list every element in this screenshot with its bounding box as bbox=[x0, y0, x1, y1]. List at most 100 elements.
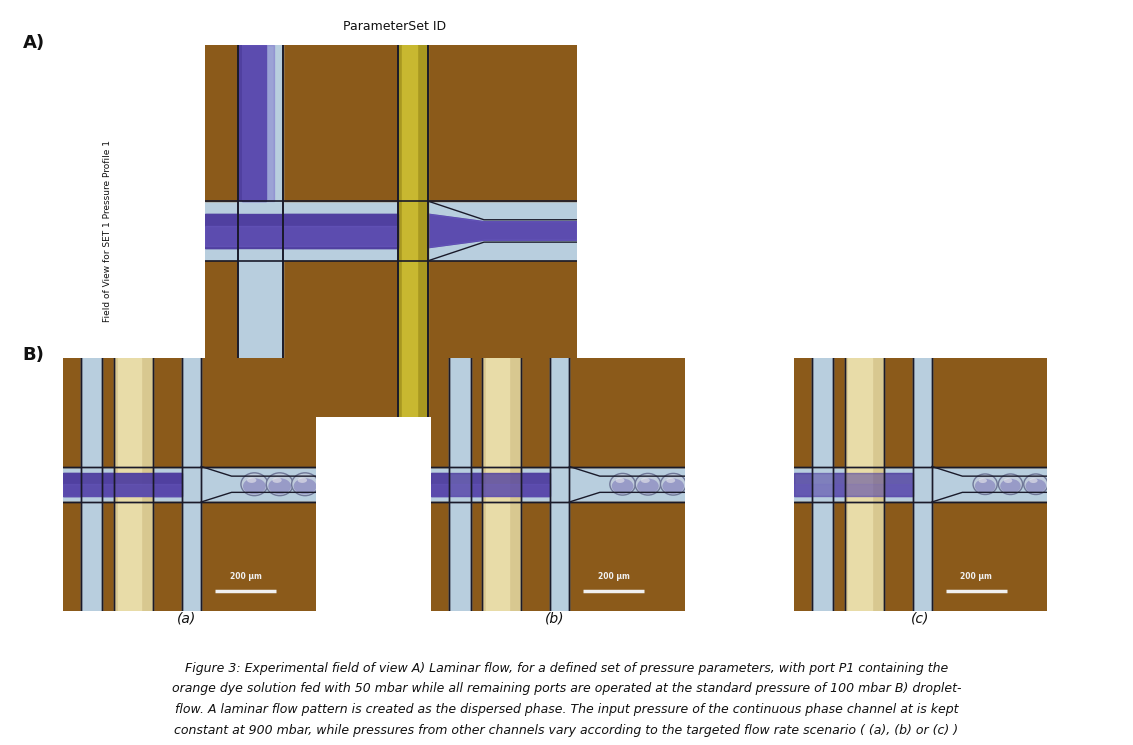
Ellipse shape bbox=[269, 478, 291, 495]
Bar bbox=[833, 358, 844, 466]
Polygon shape bbox=[570, 466, 684, 502]
Bar bbox=[432, 484, 551, 495]
Text: 200 μm: 200 μm bbox=[961, 571, 993, 580]
Bar bbox=[432, 358, 449, 466]
Bar bbox=[240, 45, 273, 201]
PathPatch shape bbox=[238, 45, 399, 247]
Bar bbox=[794, 466, 1047, 502]
Bar bbox=[470, 358, 482, 466]
Text: 200 μm: 200 μm bbox=[230, 571, 262, 580]
Ellipse shape bbox=[293, 478, 316, 495]
Polygon shape bbox=[932, 466, 1047, 502]
Ellipse shape bbox=[610, 473, 636, 495]
Ellipse shape bbox=[247, 478, 256, 483]
Ellipse shape bbox=[974, 479, 996, 493]
Bar bbox=[932, 358, 1047, 466]
Text: Figure 3: Experimental field of view A) Laminar flow, for a defined set of press: Figure 3: Experimental field of view A) … bbox=[185, 662, 948, 674]
Ellipse shape bbox=[641, 478, 650, 483]
Bar bbox=[932, 502, 1047, 611]
PathPatch shape bbox=[238, 45, 399, 247]
Bar bbox=[182, 358, 202, 611]
Text: ParameterSet ID: ParameterSet ID bbox=[342, 20, 446, 33]
Bar bbox=[63, 502, 80, 611]
Ellipse shape bbox=[241, 473, 267, 495]
Text: orange dye solution fed with 50 mbar while all remaining ports are operated at t: orange dye solution fed with 50 mbar whi… bbox=[172, 682, 961, 695]
Ellipse shape bbox=[636, 473, 661, 495]
Polygon shape bbox=[428, 215, 577, 247]
Bar bbox=[794, 484, 913, 495]
Bar bbox=[482, 358, 521, 611]
Bar bbox=[844, 358, 884, 611]
Ellipse shape bbox=[1029, 478, 1038, 483]
Text: A): A) bbox=[23, 34, 45, 51]
Bar bbox=[402, 45, 417, 417]
Ellipse shape bbox=[612, 478, 633, 494]
Bar bbox=[833, 502, 844, 611]
Ellipse shape bbox=[663, 478, 684, 494]
Bar bbox=[794, 473, 913, 495]
Ellipse shape bbox=[1025, 479, 1046, 493]
Bar bbox=[63, 484, 182, 495]
Polygon shape bbox=[428, 215, 577, 247]
Bar bbox=[205, 201, 577, 261]
Bar bbox=[283, 261, 399, 417]
Bar bbox=[238, 45, 283, 417]
Text: 200 μm: 200 μm bbox=[598, 571, 630, 580]
Bar bbox=[449, 358, 470, 611]
Bar bbox=[202, 358, 316, 466]
Bar bbox=[399, 45, 428, 417]
Bar bbox=[570, 358, 684, 466]
Bar bbox=[432, 473, 551, 495]
Text: 200 μm: 200 μm bbox=[492, 364, 529, 372]
Bar bbox=[63, 466, 316, 502]
Text: flow. A laminar flow pattern is created as the dispersed phase. The input pressu: flow. A laminar flow pattern is created … bbox=[174, 703, 959, 716]
Bar bbox=[486, 358, 510, 611]
Bar bbox=[205, 226, 399, 246]
Bar bbox=[811, 358, 833, 611]
Bar bbox=[432, 473, 551, 495]
Bar bbox=[80, 358, 102, 611]
Ellipse shape bbox=[615, 478, 624, 483]
Bar bbox=[794, 502, 811, 611]
Ellipse shape bbox=[242, 478, 266, 495]
Bar bbox=[521, 358, 551, 466]
Ellipse shape bbox=[666, 478, 675, 483]
Text: (b): (b) bbox=[545, 611, 565, 625]
Ellipse shape bbox=[979, 478, 987, 483]
Bar bbox=[202, 502, 316, 611]
Bar bbox=[521, 502, 551, 611]
Bar bbox=[113, 358, 153, 611]
Bar bbox=[80, 358, 102, 611]
Bar bbox=[432, 502, 449, 611]
Ellipse shape bbox=[272, 478, 282, 483]
Ellipse shape bbox=[637, 478, 658, 494]
Bar bbox=[241, 45, 266, 201]
Bar bbox=[432, 466, 684, 502]
Bar bbox=[470, 502, 482, 611]
Ellipse shape bbox=[1004, 478, 1012, 483]
Text: B): B) bbox=[23, 346, 44, 364]
Bar bbox=[486, 358, 510, 611]
Bar bbox=[205, 261, 238, 417]
Bar bbox=[182, 358, 202, 611]
Bar bbox=[205, 215, 399, 247]
Bar bbox=[63, 484, 182, 495]
Bar bbox=[102, 358, 113, 466]
Bar bbox=[238, 45, 283, 417]
Bar bbox=[551, 358, 570, 611]
Bar bbox=[63, 358, 80, 466]
Text: (c): (c) bbox=[911, 611, 929, 625]
Bar bbox=[428, 45, 577, 201]
Bar bbox=[205, 45, 238, 201]
Bar bbox=[240, 45, 273, 201]
Bar bbox=[283, 45, 399, 201]
Bar bbox=[844, 358, 884, 611]
Ellipse shape bbox=[998, 474, 1023, 495]
Text: (a): (a) bbox=[178, 611, 196, 625]
Bar bbox=[884, 502, 913, 611]
Bar bbox=[884, 358, 913, 466]
Bar bbox=[402, 45, 417, 417]
Bar bbox=[849, 358, 872, 611]
Bar bbox=[205, 215, 399, 247]
Ellipse shape bbox=[266, 473, 293, 495]
